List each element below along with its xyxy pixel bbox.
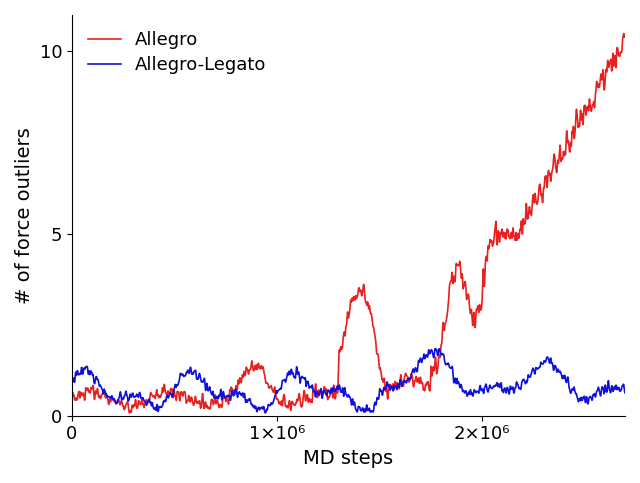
Allegro: [441, 325, 449, 331]
Allegro: [621, 32, 629, 38]
Allegro-Legato: [269, 398, 277, 404]
Legend: Allegro, Allegro-Legato: Allegro, Allegro-Legato: [81, 24, 274, 82]
Allegro-Legato: [358, 405, 366, 411]
Allegro-Legato: [621, 390, 629, 396]
X-axis label: MD steps: MD steps: [303, 449, 394, 468]
Allegro: [125, 410, 133, 416]
Allegro: [68, 398, 76, 403]
Line: Allegro: Allegro: [72, 34, 625, 413]
Allegro-Legato: [431, 346, 439, 352]
Y-axis label: # of force outliers: # of force outliers: [15, 127, 34, 304]
Allegro: [358, 289, 366, 295]
Allegro: [620, 31, 628, 37]
Line: Allegro-Legato: Allegro-Legato: [72, 349, 625, 413]
Allegro-Legato: [212, 395, 220, 400]
Allegro: [99, 391, 106, 397]
Allegro: [269, 389, 277, 395]
Allegro: [212, 400, 220, 406]
Allegro-Legato: [262, 410, 269, 416]
Allegro-Legato: [68, 381, 76, 386]
Allegro-Legato: [99, 387, 106, 393]
Allegro-Legato: [81, 365, 88, 371]
Allegro: [81, 397, 88, 402]
Allegro-Legato: [441, 359, 449, 365]
